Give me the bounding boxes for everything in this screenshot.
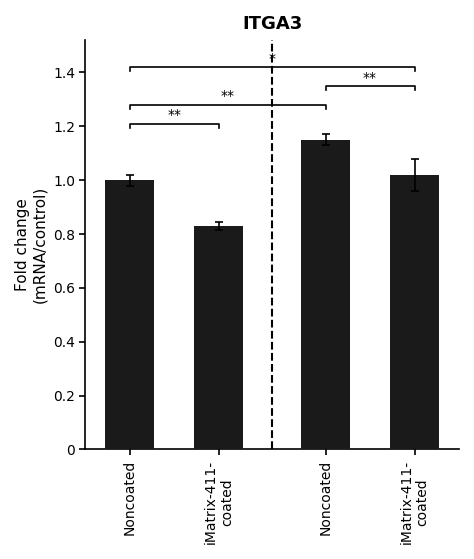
Bar <box>194 226 243 449</box>
Bar <box>105 180 155 449</box>
Text: **: ** <box>363 70 377 84</box>
Text: *: * <box>269 51 276 66</box>
Bar <box>390 175 439 449</box>
Title: ITGA3: ITGA3 <box>242 15 302 33</box>
Text: **: ** <box>221 89 235 103</box>
Text: **: ** <box>167 108 182 122</box>
Bar <box>301 140 350 449</box>
Y-axis label: Fold change
(mRNA/control): Fold change (mRNA/control) <box>15 186 47 304</box>
